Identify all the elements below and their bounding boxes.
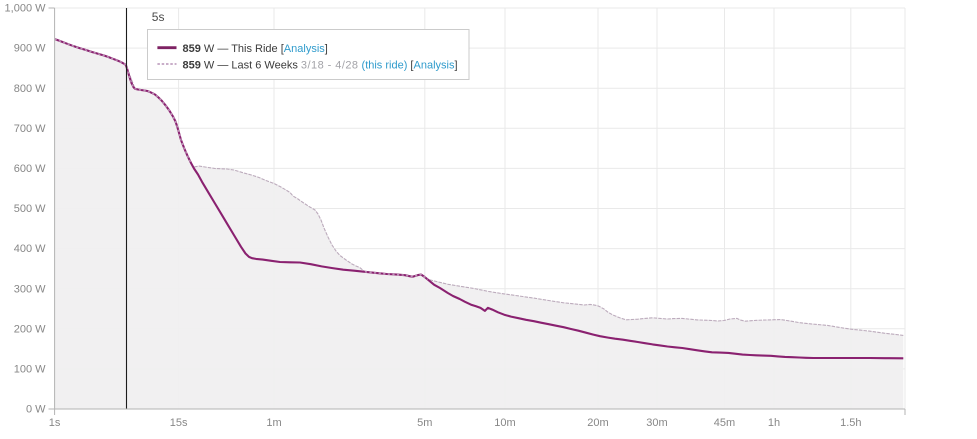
svg-text:859 W — Last 6 Weeks 3/18 - 4/: 859 W — Last 6 Weeks 3/18 - 4/28 (this r… [183,60,458,72]
svg-text:30m: 30m [646,417,667,429]
svg-text:20m: 20m [587,417,608,429]
svg-text:700 W: 700 W [14,123,46,135]
svg-text:600 W: 600 W [14,163,46,175]
svg-text:500 W: 500 W [14,203,46,215]
svg-text:1,000 W: 1,000 W [5,3,47,15]
svg-text:800 W: 800 W [14,83,46,95]
svg-text:859 W — This Ride [Analysis]: 859 W — This Ride [Analysis] [183,43,328,55]
svg-text:100 W: 100 W [14,364,46,376]
svg-text:400 W: 400 W [14,243,46,255]
svg-text:1h: 1h [768,417,780,429]
svg-text:15s: 15s [170,417,188,429]
svg-text:1.5h: 1.5h [840,417,861,429]
svg-text:45m: 45m [714,417,735,429]
svg-text:1m: 1m [266,417,281,429]
svg-text:300 W: 300 W [14,283,46,295]
svg-text:5s: 5s [152,10,165,24]
svg-text:200 W: 200 W [14,323,46,335]
svg-text:900 W: 900 W [14,43,46,55]
svg-text:5m: 5m [417,417,432,429]
svg-text:1s: 1s [49,417,61,429]
svg-text:10m: 10m [494,417,515,429]
svg-text:0 W: 0 W [26,404,46,416]
